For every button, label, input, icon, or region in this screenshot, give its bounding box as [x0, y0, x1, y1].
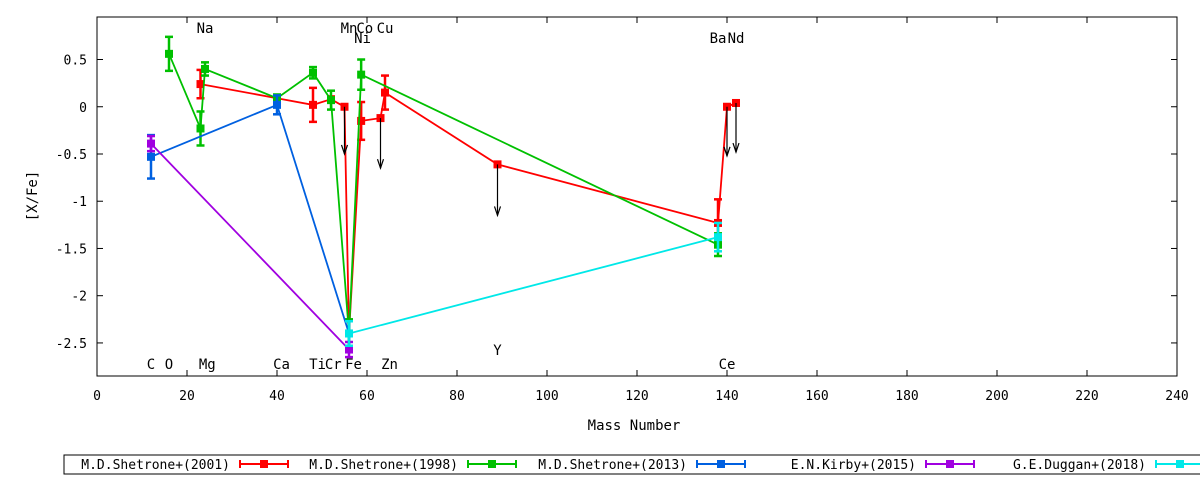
element-label: Ce — [719, 357, 736, 373]
x-tick-label: 200 — [985, 389, 1008, 404]
data-point — [714, 233, 722, 242]
data-point — [327, 96, 335, 105]
series-3 — [147, 94, 353, 348]
upper-limit-arrowhead — [732, 142, 740, 154]
upper-limit-arrowhead — [376, 158, 385, 171]
x-tick-label: 160 — [805, 389, 828, 404]
legend: M.D.Shetrone+(2001) M.D.Shetrone+(1998) M.… — [63, 454, 1200, 475]
legend-entry-label: G.E.Duggan+(2018) — [1013, 458, 1146, 473]
legend-swatch-marker — [260, 460, 268, 468]
plot-frame — [96, 16, 1178, 377]
y-axis-title: [X/Fe] — [25, 171, 41, 222]
element-label: Mg — [199, 357, 216, 373]
series-5 — [345, 221, 722, 348]
element-label: Ni — [354, 31, 371, 47]
x-tick-label: 140 — [715, 389, 738, 404]
x-tick-label: 40 — [269, 389, 285, 404]
x-tick-label: 180 — [895, 389, 918, 404]
element-label: Nd — [728, 31, 745, 47]
legend-box — [63, 454, 1200, 475]
element-label: O — [165, 357, 173, 373]
data-point — [196, 124, 205, 133]
series-layer — [147, 35, 740, 359]
element-label: Ti — [309, 357, 326, 373]
plot-frame-layer — [96, 16, 1178, 377]
axis-ticks-layer: 0 20 40 60 80 100 120 140 160 180 200 220 240 0.5 0 -0.… — [56, 17, 1189, 404]
series-line — [150, 142, 350, 351]
legend-swatch-marker — [717, 460, 725, 468]
element-label: Y — [493, 343, 502, 359]
data-point — [201, 64, 209, 73]
y-tick-label: -1.5 — [56, 242, 87, 257]
y-tick-label: 0 — [79, 101, 87, 116]
upper-limit-arrowhead — [493, 206, 502, 218]
data-point — [357, 70, 366, 79]
y-tick-label: -0.5 — [56, 148, 87, 163]
element-label: Co — [356, 21, 373, 37]
legend-swatch-marker — [488, 460, 496, 468]
y-tick-label: 0.5 — [64, 54, 87, 69]
x-tick-label: 20 — [179, 389, 195, 404]
x-tick-label: 100 — [535, 389, 558, 404]
data-point — [196, 80, 205, 89]
data-point — [345, 345, 353, 354]
data-point — [309, 68, 317, 77]
x-tick-label: 0 — [93, 389, 101, 404]
element-label: Ca — [273, 357, 290, 373]
legend-swatch-marker — [946, 460, 954, 468]
data-point — [345, 329, 353, 338]
element-label: Fe — [345, 357, 362, 373]
x-tick-label: 220 — [1075, 389, 1098, 404]
x-tick-label: 240 — [1165, 389, 1188, 404]
data-point — [273, 100, 281, 109]
x-tick-label: 60 — [359, 389, 375, 404]
series-2 — [165, 35, 722, 349]
legend-entry-label: E.N.Kirby+(2015) — [791, 458, 916, 473]
element-label: Na — [197, 21, 214, 37]
legend-entry-label: M.D.Shetrone+(2013) — [538, 458, 687, 473]
element-label: Cr — [325, 357, 342, 373]
element-label: C — [147, 357, 155, 373]
series-line — [168, 53, 719, 334]
y-tick-label: -2 — [71, 290, 87, 305]
series-line — [348, 236, 719, 335]
y-tick-label: -2.5 — [56, 337, 87, 352]
element-label: Mn — [341, 21, 358, 37]
data-point — [309, 100, 317, 109]
data-point — [147, 152, 155, 161]
data-point — [381, 88, 389, 97]
data-point — [165, 49, 173, 58]
data-point — [357, 116, 366, 125]
x-tick-label: 120 — [625, 389, 648, 404]
upper-limit-arrowhead — [723, 146, 731, 158]
legend-entry-label: M.D.Shetrone+(2001) — [81, 458, 230, 473]
x-tick-label: 80 — [449, 389, 465, 404]
element-label: Ba — [710, 31, 727, 47]
element-label: Zn — [381, 357, 398, 373]
series-line — [150, 103, 350, 334]
element-label: Cu — [377, 21, 394, 37]
series-line — [200, 83, 737, 334]
data-point — [147, 139, 155, 148]
x-axis-title: Mass Number — [588, 418, 681, 434]
legend-swatch-marker — [1176, 460, 1184, 468]
upper-limit-arrowhead — [340, 144, 349, 156]
y-tick-label: -1 — [71, 195, 87, 210]
legend-entry-label: M.D.Shetrone+(1998) — [309, 458, 458, 473]
